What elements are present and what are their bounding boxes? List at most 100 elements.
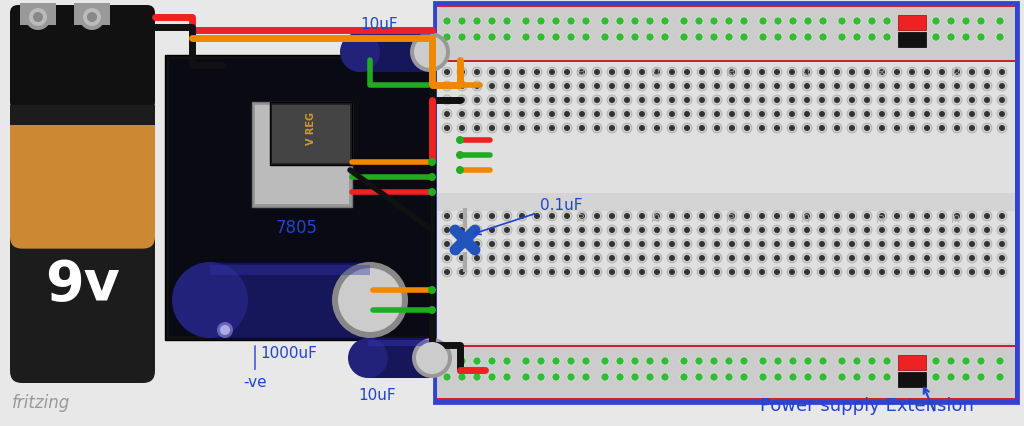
Circle shape bbox=[772, 211, 782, 221]
Circle shape bbox=[879, 255, 885, 261]
Circle shape bbox=[847, 81, 857, 91]
Circle shape bbox=[549, 269, 555, 275]
Circle shape bbox=[519, 227, 525, 233]
Circle shape bbox=[831, 81, 842, 91]
Circle shape bbox=[502, 81, 512, 91]
Circle shape bbox=[458, 373, 466, 381]
Bar bbox=[898, 32, 926, 47]
Circle shape bbox=[787, 123, 797, 133]
Circle shape bbox=[969, 83, 975, 89]
Circle shape bbox=[937, 253, 947, 263]
Circle shape bbox=[714, 97, 720, 103]
Circle shape bbox=[772, 225, 782, 235]
Circle shape bbox=[532, 109, 542, 119]
Circle shape bbox=[817, 109, 827, 119]
Bar bbox=[437, 5, 1015, 400]
Circle shape bbox=[892, 211, 902, 221]
Circle shape bbox=[999, 97, 1005, 103]
Circle shape bbox=[954, 111, 961, 117]
Circle shape bbox=[474, 213, 480, 219]
Circle shape bbox=[592, 239, 602, 249]
Circle shape bbox=[504, 111, 510, 117]
Circle shape bbox=[567, 33, 575, 41]
Circle shape bbox=[804, 227, 810, 233]
Circle shape bbox=[456, 166, 464, 174]
Circle shape bbox=[552, 373, 560, 381]
Circle shape bbox=[894, 227, 900, 233]
Circle shape bbox=[954, 227, 961, 233]
Circle shape bbox=[879, 269, 885, 275]
Bar bbox=[437, 60, 1015, 62]
Circle shape bbox=[532, 123, 542, 133]
Circle shape bbox=[877, 109, 887, 119]
Circle shape bbox=[592, 225, 602, 235]
Circle shape bbox=[444, 227, 450, 233]
Circle shape bbox=[83, 8, 101, 26]
Circle shape bbox=[616, 373, 624, 381]
Circle shape bbox=[727, 81, 737, 91]
Circle shape bbox=[725, 357, 733, 365]
Circle shape bbox=[740, 357, 748, 365]
Circle shape bbox=[909, 269, 915, 275]
Circle shape bbox=[502, 267, 512, 277]
Circle shape bbox=[669, 213, 675, 219]
Circle shape bbox=[918, 33, 925, 41]
Circle shape bbox=[504, 69, 510, 75]
Circle shape bbox=[474, 241, 480, 247]
Circle shape bbox=[772, 109, 782, 119]
Circle shape bbox=[787, 253, 797, 263]
Circle shape bbox=[444, 97, 450, 103]
Circle shape bbox=[472, 95, 482, 105]
Circle shape bbox=[489, 97, 495, 103]
Circle shape bbox=[864, 227, 870, 233]
Circle shape bbox=[534, 241, 540, 247]
Bar bbox=[434, 2, 1018, 403]
Circle shape bbox=[562, 67, 572, 77]
Circle shape bbox=[727, 253, 737, 263]
Circle shape bbox=[877, 239, 887, 249]
Circle shape bbox=[582, 357, 590, 365]
Circle shape bbox=[757, 81, 767, 91]
Circle shape bbox=[804, 111, 810, 117]
Circle shape bbox=[819, 269, 825, 275]
Text: 9v: 9v bbox=[45, 258, 120, 312]
Circle shape bbox=[892, 67, 902, 77]
Circle shape bbox=[631, 17, 639, 25]
Circle shape bbox=[710, 33, 718, 41]
Circle shape bbox=[924, 83, 930, 89]
Circle shape bbox=[729, 227, 735, 233]
Circle shape bbox=[622, 67, 632, 77]
Circle shape bbox=[712, 95, 722, 105]
Circle shape bbox=[639, 241, 645, 247]
Circle shape bbox=[697, 211, 707, 221]
Circle shape bbox=[984, 269, 990, 275]
Circle shape bbox=[504, 213, 510, 219]
Circle shape bbox=[831, 239, 842, 249]
Circle shape bbox=[624, 111, 630, 117]
Text: 25: 25 bbox=[803, 212, 811, 222]
Circle shape bbox=[456, 136, 464, 144]
Circle shape bbox=[714, 83, 720, 89]
Circle shape bbox=[489, 69, 495, 75]
Circle shape bbox=[819, 213, 825, 219]
Circle shape bbox=[33, 12, 43, 22]
Circle shape bbox=[952, 253, 962, 263]
Circle shape bbox=[654, 269, 660, 275]
Circle shape bbox=[443, 33, 451, 41]
Circle shape bbox=[622, 123, 632, 133]
Text: 10: 10 bbox=[578, 212, 587, 222]
Circle shape bbox=[609, 269, 615, 275]
Circle shape bbox=[742, 81, 752, 91]
Circle shape bbox=[294, 134, 310, 150]
Circle shape bbox=[999, 69, 1005, 75]
Circle shape bbox=[519, 269, 525, 275]
Circle shape bbox=[519, 111, 525, 117]
Circle shape bbox=[790, 255, 795, 261]
Circle shape bbox=[537, 33, 545, 41]
Circle shape bbox=[552, 357, 560, 365]
Circle shape bbox=[982, 211, 992, 221]
Circle shape bbox=[996, 17, 1004, 25]
Circle shape bbox=[849, 83, 855, 89]
Circle shape bbox=[879, 111, 885, 117]
Circle shape bbox=[667, 95, 677, 105]
